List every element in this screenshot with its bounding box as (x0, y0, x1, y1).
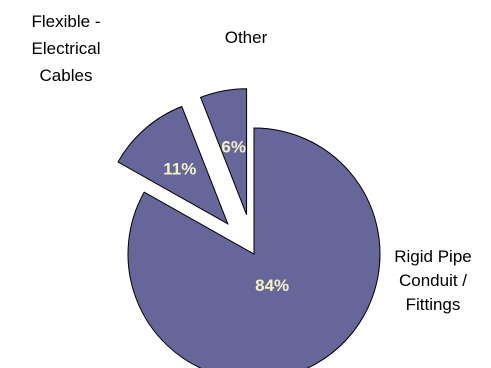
slice-flexible-cables (117, 105, 229, 225)
category-label-line: Cables (40, 66, 93, 85)
category-label-line: Flexible - (32, 12, 101, 31)
category-label-line: Other (225, 28, 268, 47)
percent-label-other: 6% (221, 138, 246, 157)
category-label-rigid-pipe: Rigid Pipe Conduit / Fittings (394, 247, 472, 314)
percent-label-rigid-pipe: 84% (255, 276, 289, 295)
slice-other (199, 88, 248, 215)
category-label-line: Electrical (32, 39, 101, 58)
percent-label-flexible-cables: 11% (163, 160, 196, 179)
pie-slices (117, 88, 381, 368)
percent-labels: 84% 11% 6% (163, 138, 289, 295)
category-label-line: Rigid Pipe (394, 247, 472, 266)
category-label-line: Fittings (406, 295, 461, 314)
category-label-flexible-cables: Flexible - Electrical Cables (32, 12, 101, 85)
category-label-line: Conduit / (399, 271, 467, 290)
category-label-other: Other (225, 28, 268, 47)
category-labels: Rigid Pipe Conduit / Fittings Flexible - Ele… (32, 12, 472, 314)
slice-rigid-pipe (127, 127, 381, 368)
